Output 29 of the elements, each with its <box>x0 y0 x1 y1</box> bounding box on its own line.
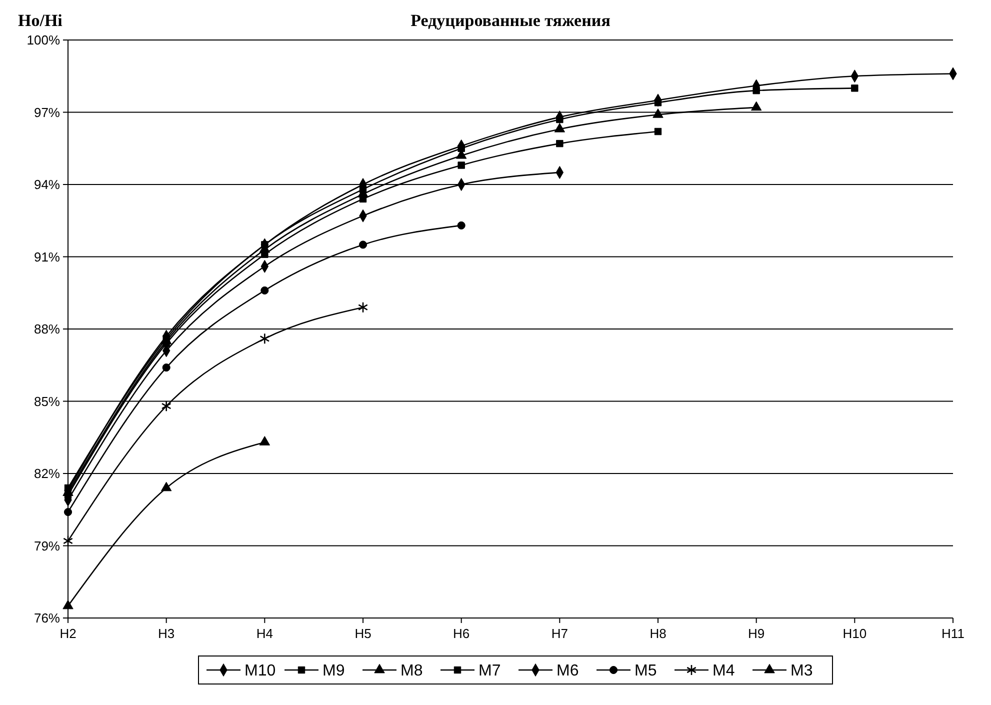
x-tick-label: H4 <box>256 626 273 641</box>
y-axis-title: Ho/Hi <box>18 11 63 30</box>
legend-label: M3 <box>790 662 813 680</box>
x-tick-label: H2 <box>60 626 76 641</box>
y-tick-label: 91% <box>34 249 60 264</box>
y-tick-label: 94% <box>34 177 60 192</box>
legend-label: M8 <box>400 662 423 680</box>
y-tick-label: 100% <box>26 32 60 48</box>
legend-label: M4 <box>712 662 735 680</box>
y-tick-label: 76% <box>34 610 60 626</box>
x-tick-label: H10 <box>842 626 867 641</box>
y-tick-label: 82% <box>34 466 60 482</box>
chart-title: Редуцированные тяжения <box>410 11 610 30</box>
x-tick-label: H6 <box>453 626 470 641</box>
legend-label: M7 <box>478 662 501 680</box>
x-tick-label: H8 <box>650 626 666 641</box>
legend-label: M5 <box>634 662 657 680</box>
y-tick-label: 85% <box>34 394 60 409</box>
legend-label: M6 <box>556 662 579 680</box>
x-tick-label: H3 <box>158 626 175 641</box>
legend-label: M9 <box>322 662 345 680</box>
legend-label: M10 <box>244 662 276 680</box>
y-tick-label: 79% <box>34 538 60 554</box>
y-tick-label: 88% <box>34 322 60 337</box>
x-tick-label: H11 <box>942 626 964 641</box>
y-tick-label: 97% <box>34 104 60 120</box>
x-tick-label: H7 <box>551 626 568 641</box>
x-tick-label: H9 <box>748 626 765 641</box>
x-tick-label: H5 <box>354 626 372 641</box>
